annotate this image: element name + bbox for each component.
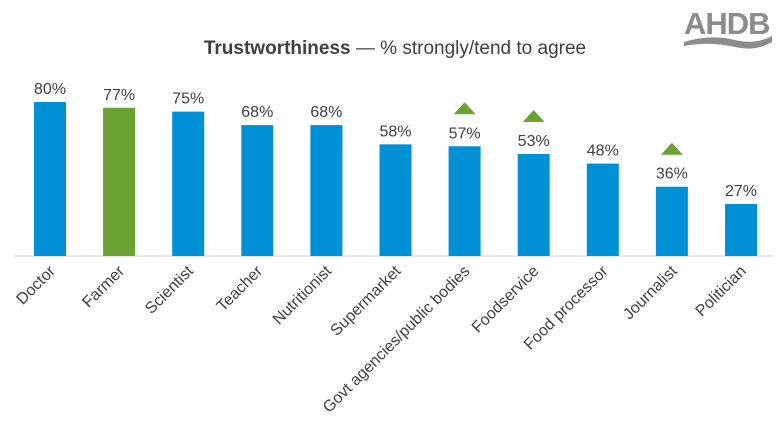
data-label: 48%	[587, 143, 619, 160]
bar-farmer	[103, 107, 136, 257]
category-label: Journalist	[620, 262, 681, 323]
title-bold: Trustworthiness	[204, 38, 351, 59]
category-label: Govt agencies/public bodies	[320, 263, 474, 417]
category-label: Scientist	[142, 262, 197, 317]
bar-govt-agencies-public-bodies	[448, 146, 481, 256]
title-rest: — % strongly/tend to agree	[351, 38, 587, 59]
data-label: 68%	[310, 104, 342, 121]
data-label: 53%	[518, 133, 550, 150]
data-label: 75%	[172, 91, 204, 108]
data-label: 77%	[103, 87, 135, 104]
bar-supermarket	[379, 144, 412, 256]
category-label: Nutritionist	[270, 262, 336, 328]
bar-scientist	[172, 111, 205, 256]
increase-triangle-icon	[660, 142, 683, 155]
data-label: 58%	[379, 123, 411, 140]
data-label: 36%	[656, 166, 688, 183]
category-label: Foodservice	[469, 263, 543, 337]
data-label: 80%	[34, 81, 66, 98]
bar-foodservice	[517, 153, 550, 256]
category-label: Politician	[693, 263, 750, 320]
bar-politician	[725, 204, 757, 256]
category-label: Teacher	[214, 262, 267, 315]
bar-doctor	[34, 102, 66, 256]
bar-teacher	[241, 125, 274, 256]
data-label: 68%	[241, 104, 273, 121]
increase-triangle-icon	[522, 109, 545, 122]
data-label: 57%	[449, 125, 481, 142]
bar-journalist	[655, 186, 688, 256]
svg-text:AHDB: AHDB	[684, 6, 770, 41]
bar-nutritionist	[310, 125, 343, 256]
category-label: Farmer	[79, 262, 128, 311]
bar-food-processor	[586, 163, 619, 256]
category-label: Supermarket	[328, 262, 405, 339]
ahdb-logo: AHDB	[684, 6, 772, 49]
data-label: 27%	[725, 183, 757, 200]
category-label: Doctor	[13, 262, 59, 308]
chart-title: Trustworthiness — % strongly/tend to agr…	[204, 38, 586, 59]
increase-triangle-icon	[453, 102, 476, 115]
